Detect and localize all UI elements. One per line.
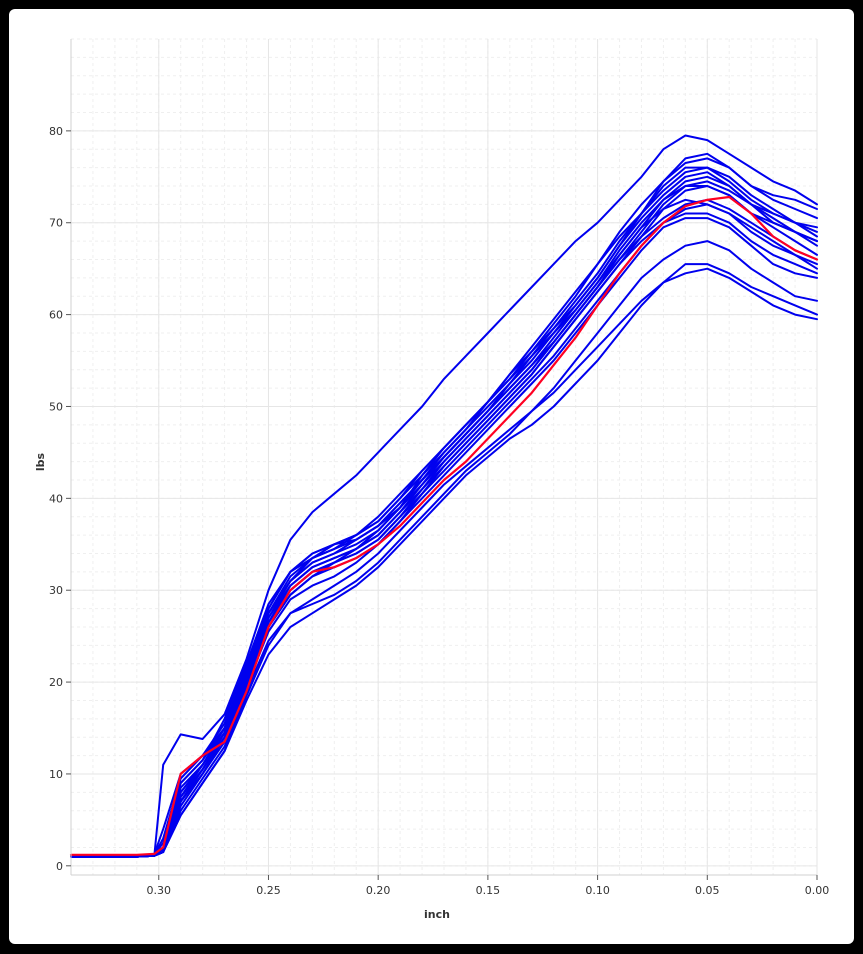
x-tick-label: 0.25 [256,884,281,897]
x-tick-label: 0.00 [805,884,830,897]
y-tick-label: 50 [49,400,63,413]
series-line-11 [70,240,818,858]
series-line-8 [70,203,818,858]
x-tick-label: 0.05 [695,884,720,897]
series-line-1 [70,134,818,858]
y-tick-label: 10 [49,768,63,781]
y-axis-title: lbs [34,452,47,471]
x-axis-ticks: 0.30 0.25 0.20 0.15 0.10 0.05 0.00 [147,875,830,897]
x-tick-label: 0.10 [585,884,610,897]
y-tick-label: 70 [49,217,63,230]
series-line-13 [70,267,818,858]
y-axis-ticks: 0 10 20 30 40 50 60 70 80 [49,125,71,873]
y-tick-label: 30 [49,584,63,597]
x-tick-label: 0.20 [366,884,391,897]
highlight-series-line [69,195,819,856]
y-tick-label: 20 [49,676,63,689]
series-line-15 [70,157,818,858]
series-line-10 [70,217,818,858]
x-tick-label: 0.30 [147,884,172,897]
y-tick-label: 80 [49,125,63,138]
x-tick-label: 0.15 [476,884,501,897]
series-line-6 [70,171,818,858]
chart-card: 0.30 0.25 0.20 0.15 0.10 0.05 0.00 0 10 20 30 40 50… [9,9,854,944]
y-tick-label: 0 [56,860,63,873]
y-tick-label: 40 [49,492,63,505]
y-tick-label: 60 [49,309,63,322]
line-chart: 0.30 0.25 0.20 0.15 0.10 0.05 0.00 0 10 20 30 40 50… [34,38,830,921]
series-layer [69,134,819,858]
x-axis-title: inch [424,908,450,921]
axes [70,39,817,876]
